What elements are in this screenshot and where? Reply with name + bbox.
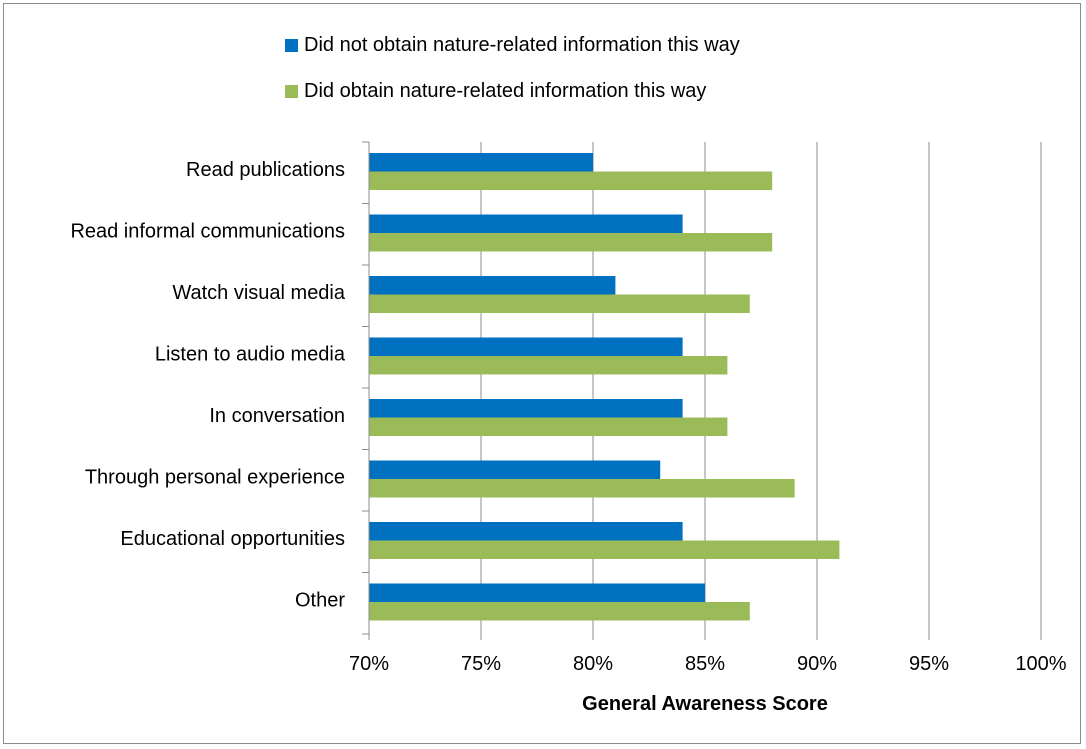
bar-not-obtained-6: [369, 522, 683, 541]
bar-obtained-1: [369, 233, 773, 252]
category-label-4: In conversation: [209, 405, 345, 427]
x-tick-label-80: 80%: [573, 653, 613, 675]
x-axis-title: General Awareness Score: [582, 693, 828, 715]
bar-not-obtained-0: [369, 153, 593, 172]
x-tick-label-70: 70%: [349, 653, 389, 675]
chart-frame: [3, 3, 1081, 744]
legend-label-not-obtained: Did not obtain nature-related informatio…: [304, 33, 740, 56]
x-tick-label-85: 85%: [685, 653, 725, 675]
x-tick-label-100: 100%: [1015, 653, 1066, 675]
x-tick-label-90: 90%: [797, 653, 837, 675]
legend-swatch-not-obtained: [285, 38, 298, 52]
bar-obtained-6: [369, 540, 840, 559]
legend-swatch-obtained: [285, 84, 298, 98]
bar-obtained-3: [369, 356, 728, 375]
bar-not-obtained-2: [369, 276, 616, 295]
category-label-3: Listen to audio media: [155, 344, 346, 366]
bar-not-obtained-3: [369, 337, 683, 356]
bar-not-obtained-5: [369, 460, 661, 479]
bar-not-obtained-4: [369, 399, 683, 418]
legend-label-obtained: Did obtain nature-related information th…: [304, 79, 707, 102]
bar-obtained-7: [369, 602, 750, 621]
category-label-7: Other: [295, 590, 345, 612]
x-tick-label-95: 95%: [909, 653, 949, 675]
x-tick-label-75: 75%: [461, 653, 501, 675]
bar-obtained-5: [369, 479, 795, 498]
legend-item-obtained: Did obtain nature-related information th…: [285, 78, 740, 104]
bar-not-obtained-7: [369, 583, 705, 602]
bar-obtained-0: [369, 171, 773, 190]
category-label-1: Read informal communications: [70, 221, 345, 243]
category-label-2: Watch visual media: [172, 282, 346, 304]
legend-item-not-obtained: Did not obtain nature-related informatio…: [285, 32, 740, 58]
bar-obtained-4: [369, 417, 728, 436]
category-label-0: Read publications: [186, 159, 345, 181]
category-label-5: Through personal experience: [85, 467, 345, 489]
category-label-6: Educational opportunities: [120, 528, 345, 550]
bar-not-obtained-1: [369, 214, 683, 233]
chart-legend: Did not obtain nature-related informatio…: [285, 32, 740, 124]
bar-obtained-2: [369, 294, 750, 313]
